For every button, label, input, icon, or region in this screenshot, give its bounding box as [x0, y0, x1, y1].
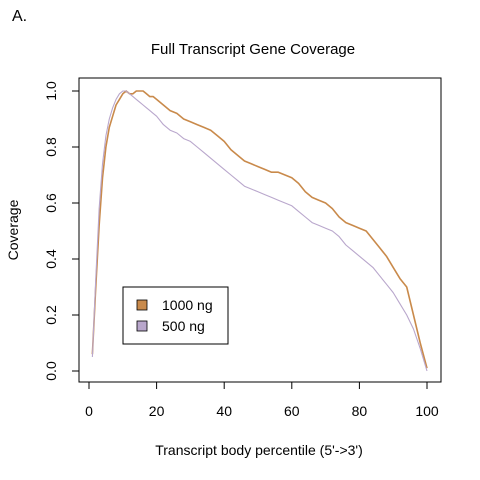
legend-swatch-500ng — [136, 320, 148, 332]
legend-label-1000ng: 1000 ng — [162, 297, 213, 313]
panel-label: A. — [12, 8, 28, 25]
y-tick-label: 1.0 — [43, 81, 59, 101]
y-tick-label: 0.0 — [43, 361, 59, 381]
y-axis-label: Coverage — [5, 199, 21, 260]
series-line-500ng — [91, 90, 428, 372]
legend-label-500ng: 500 ng — [162, 318, 205, 334]
legend-swatch-1000ng — [136, 299, 148, 311]
y-axis: 0.0 0.2 0.4 0.6 0.8 1.0 — [43, 81, 80, 381]
legend: 1000 ng 500 ng — [122, 286, 229, 345]
y-tick-label: 0.6 — [43, 193, 59, 213]
x-tick-label: 100 — [415, 403, 439, 419]
x-tick-label: 40 — [216, 403, 232, 419]
series-layer — [91, 90, 428, 372]
legend-box — [122, 286, 229, 345]
x-tick-label: 20 — [149, 403, 165, 419]
x-axis: 0 20 40 60 80 100 — [85, 381, 439, 419]
x-tick-label: 60 — [284, 403, 300, 419]
x-axis-label: Transcript body percentile (5'->3') — [155, 442, 363, 458]
x-tick-label: 0 — [85, 403, 93, 419]
y-tick-label: 0.2 — [43, 305, 59, 325]
y-tick-label: 0.8 — [43, 137, 59, 157]
chart-title: Full Transcript Gene Coverage — [151, 41, 355, 58]
x-tick-label: 80 — [352, 403, 368, 419]
y-tick-label: 0.4 — [43, 249, 59, 269]
